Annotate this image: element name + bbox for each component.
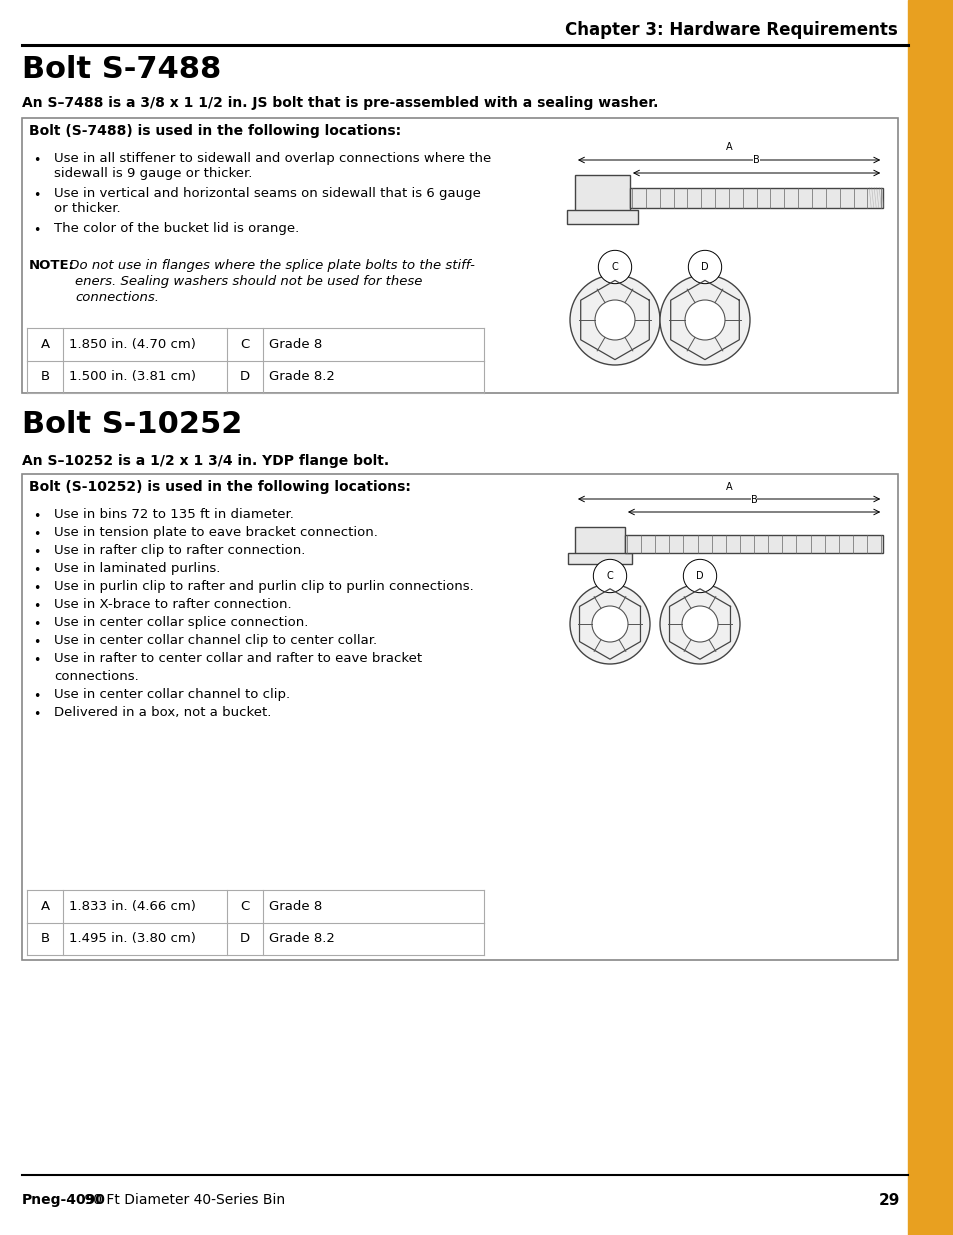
Circle shape [659,584,740,664]
Text: •: • [33,655,41,667]
Text: B: B [750,495,757,505]
Text: 1.500 in. (3.81 cm): 1.500 in. (3.81 cm) [69,370,195,383]
Text: 29: 29 [878,1193,900,1208]
Circle shape [595,300,635,340]
Text: Bolt S-10252: Bolt S-10252 [22,410,242,438]
Circle shape [569,275,659,366]
Text: D: D [240,370,250,383]
Circle shape [569,584,649,664]
Text: •: • [33,529,41,541]
Text: •: • [33,582,41,595]
Text: or thicker.: or thicker. [54,203,120,215]
Bar [575,175,629,220]
Text: •: • [33,690,41,703]
Text: D: D [696,571,703,580]
Circle shape [592,606,627,642]
Text: connections.: connections. [75,291,159,304]
Text: An S–10252 is a 1/2 x 1 3/4 in. YDP flange bolt.: An S–10252 is a 1/2 x 1 3/4 in. YDP flan… [22,454,389,468]
Bar [567,553,631,564]
Text: Bolt S-7488: Bolt S-7488 [22,56,221,84]
Text: Use in laminated purlins.: Use in laminated purlins. [54,562,220,576]
Text: A: A [725,142,732,152]
Bar [566,210,638,224]
Text: Grade 8.2: Grade 8.2 [269,932,335,945]
Bar [624,535,882,553]
FancyBboxPatch shape [22,119,898,393]
Text: 90 Ft Diameter 40-Series Bin: 90 Ft Diameter 40-Series Bin [80,1193,285,1207]
Text: •: • [33,564,41,577]
Text: Chapter 3: Hardware Requirements: Chapter 3: Hardware Requirements [565,21,898,40]
Text: 1.495 in. (3.80 cm): 1.495 in. (3.80 cm) [69,932,195,945]
Text: A: A [725,482,732,492]
Text: C: C [606,571,613,580]
FancyBboxPatch shape [22,474,898,960]
Text: NOTE:: NOTE: [29,259,75,272]
Circle shape [659,275,749,366]
Text: Grade 8: Grade 8 [269,900,322,913]
Bar [629,188,882,207]
Text: A: A [40,337,50,351]
Text: Use in center collar channel clip to center collar.: Use in center collar channel clip to cen… [54,634,376,647]
Bar [907,0,953,1235]
Text: •: • [33,636,41,650]
Text: Grade 8: Grade 8 [269,337,322,351]
Text: Use in tension plate to eave bracket connection.: Use in tension plate to eave bracket con… [54,526,377,538]
Text: Use in vertical and horizontal seams on sidewall that is 6 gauge: Use in vertical and horizontal seams on … [54,186,480,200]
Circle shape [684,300,724,340]
Text: Grade 8.2: Grade 8.2 [269,370,335,383]
Text: •: • [33,510,41,522]
Text: D: D [240,932,250,945]
Text: C: C [240,337,250,351]
Text: B: B [40,932,50,945]
Text: 1.833 in. (4.66 cm): 1.833 in. (4.66 cm) [69,900,195,913]
Text: Use in purlin clip to rafter and purlin clip to purlin connections.: Use in purlin clip to rafter and purlin … [54,580,474,593]
Text: 1.850 in. (4.70 cm): 1.850 in. (4.70 cm) [69,337,195,351]
Text: •: • [33,618,41,631]
Text: B: B [753,156,760,165]
Circle shape [681,606,718,642]
Text: •: • [33,708,41,721]
Text: •: • [33,224,41,237]
Text: A: A [40,900,50,913]
Text: •: • [33,600,41,613]
Text: eners. Sealing washers should not be used for these: eners. Sealing washers should not be use… [75,275,422,288]
Text: •: • [33,189,41,203]
Text: Use in bins 72 to 135 ft in diameter.: Use in bins 72 to 135 ft in diameter. [54,508,294,521]
Text: Bolt (S-10252) is used in the following locations:: Bolt (S-10252) is used in the following … [29,480,411,494]
Text: D: D [700,262,708,272]
Text: Bolt (S-7488) is used in the following locations:: Bolt (S-7488) is used in the following l… [29,124,400,138]
Text: Use in rafter to center collar and rafter to eave bracket: Use in rafter to center collar and rafte… [54,652,421,664]
Text: Use in rafter clip to rafter connection.: Use in rafter clip to rafter connection. [54,543,305,557]
Text: An S–7488 is a 3/8 x 1 1/2 in. JS bolt that is pre-assembled with a sealing wash: An S–7488 is a 3/8 x 1 1/2 in. JS bolt t… [22,96,658,110]
Bar [575,527,624,561]
Text: connections.: connections. [54,671,138,683]
Text: Use in X-brace to rafter connection.: Use in X-brace to rafter connection. [54,598,292,611]
Text: C: C [611,262,618,272]
Text: sidewall is 9 gauge or thicker.: sidewall is 9 gauge or thicker. [54,167,253,180]
Text: The color of the bucket lid is orange.: The color of the bucket lid is orange. [54,222,299,235]
Text: Pneg-4090: Pneg-4090 [22,1193,106,1207]
Text: Do not use in flanges where the splice plate bolts to the stiff-: Do not use in flanges where the splice p… [65,259,475,272]
Text: C: C [240,900,250,913]
Text: •: • [33,546,41,559]
Text: Use in all stiffener to sidewall and overlap connections where the: Use in all stiffener to sidewall and ove… [54,152,491,165]
Text: Delivered in a box, not a bucket.: Delivered in a box, not a bucket. [54,706,271,719]
Text: B: B [40,370,50,383]
Text: •: • [33,154,41,167]
Text: Use in center collar channel to clip.: Use in center collar channel to clip. [54,688,290,701]
Text: Use in center collar splice connection.: Use in center collar splice connection. [54,616,308,629]
